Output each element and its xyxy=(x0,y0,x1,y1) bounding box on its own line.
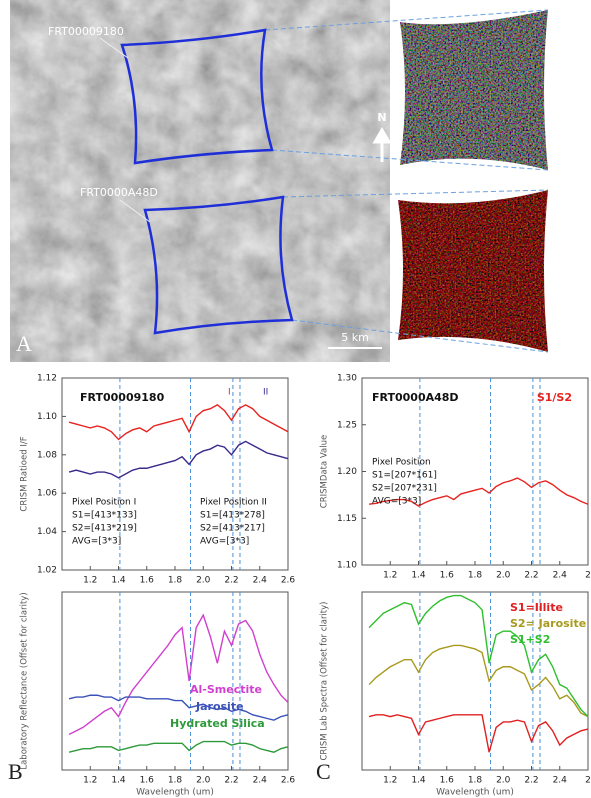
north-label: N xyxy=(377,111,386,124)
x-tick-label: 2.4 xyxy=(553,776,568,786)
x-tick-label: 2 xyxy=(585,776,591,786)
page: {"panel_a":{"footprint_1":"FRT00009180",… xyxy=(0,0,591,798)
annotation: AVG=[3*3] xyxy=(72,537,121,547)
legend-entry: S1/S2 xyxy=(537,391,572,404)
legend-entry: S2= Jarosite xyxy=(510,617,586,630)
y-tick-label: 1.04 xyxy=(37,527,57,537)
annotation: I xyxy=(228,388,231,398)
x-tick-label: 1.8 xyxy=(468,776,483,786)
panel-label: A xyxy=(16,331,32,356)
x-tick-label: 2.2 xyxy=(224,576,238,586)
x-tick-label: 2.6 xyxy=(281,776,296,786)
chart: 1.2 1.4 1.6 1.8 2.0 2.2 2.4 2 1.10 1.15 1.20 1.25 1.… xyxy=(320,374,591,581)
x-tick-label: 1.4 xyxy=(111,776,126,786)
y-tick-label: 1.10 xyxy=(337,561,357,571)
x-axis-label: Wavelength (um) xyxy=(136,788,214,798)
y-tick-label: 1.20 xyxy=(337,467,357,477)
satellite-image xyxy=(10,0,390,362)
legend-entry: Hydrated Silica xyxy=(170,717,265,730)
annotation: AVG=[3*3] xyxy=(372,497,421,507)
x-tick-label: 2.0 xyxy=(496,571,511,581)
chart: 1.2 1.4 1.6 1.8 2.0 2.2 2.4 2 CRISM Lab Spectra … xyxy=(320,592,591,798)
footprint-label: FRT0000A48D xyxy=(80,186,158,199)
x-tick-label: 2.0 xyxy=(196,776,211,786)
x-tick-label: 1.4 xyxy=(411,571,426,581)
annotation: AVG=[3*3] xyxy=(200,537,249,547)
x-tick-label: 1.2 xyxy=(83,576,97,586)
spectral-map-1 xyxy=(398,5,550,175)
spectrum-line xyxy=(369,715,588,752)
x-tick-label: 1.4 xyxy=(411,776,426,786)
legend-entry: S1=Illite xyxy=(510,601,563,614)
annotation: II xyxy=(263,388,268,398)
x-tick-label: 2.2 xyxy=(224,776,238,786)
spectrum-line xyxy=(369,645,588,716)
footprint-label: FRT00009180 xyxy=(48,25,124,38)
panel-a: FRT00009180 FRT0000A48D N 5 km A xyxy=(10,0,550,362)
annotation: S2=[413*219] xyxy=(72,524,137,534)
y-tick-label: 1.08 xyxy=(37,450,57,460)
y-tick-label: 1.15 xyxy=(337,514,357,524)
y-tick-label: 1.02 xyxy=(37,566,57,576)
y-tick-label: 1.06 xyxy=(37,489,57,499)
x-tick-label: 1.8 xyxy=(168,776,183,786)
x-tick-label: 1.6 xyxy=(140,576,155,586)
x-tick-label: 1.2 xyxy=(383,571,397,581)
x-tick-label: 1.6 xyxy=(440,776,455,786)
annotation: S1=[413*133] xyxy=(72,511,137,521)
x-tick-label: 1.2 xyxy=(383,776,397,786)
x-tick-label: 1.8 xyxy=(168,576,183,586)
x-tick-label: 2.4 xyxy=(253,576,268,586)
scale-label: 5 km xyxy=(341,331,369,344)
annotation: Pixel Position xyxy=(372,458,431,468)
annotation: S2=[207*231] xyxy=(372,484,437,494)
chart: 1.2 1.4 1.6 1.8 2.0 2.2 2.4 2.6 Laboratory Refle… xyxy=(20,592,296,798)
y-axis-label: CRISM Ratioed I/F xyxy=(20,436,30,511)
x-tick-label: 1.6 xyxy=(140,776,155,786)
y-tick-label: 1.10 xyxy=(37,412,57,422)
panel-label: C xyxy=(316,759,331,784)
x-tick-label: 2.2 xyxy=(524,571,538,581)
chart: 1.2 1.4 1.6 1.8 2.0 2.2 2.4 2.6 1.02 1.04 1.06 1.08… xyxy=(20,374,296,586)
annotation: Pixel Position II xyxy=(200,498,267,508)
annotation: S2=[413*217] xyxy=(200,524,265,534)
x-tick-label: 2.4 xyxy=(553,571,568,581)
spectrum-line xyxy=(69,405,288,440)
x-tick-label: 2 xyxy=(585,571,591,581)
x-tick-label: 1.4 xyxy=(111,576,126,586)
legend-entry: S1+S2 xyxy=(510,633,550,646)
y-axis-label: CRISMData Value xyxy=(320,435,330,508)
x-tick-label: 2.4 xyxy=(253,776,268,786)
spectrum-line xyxy=(69,441,288,477)
annotation: S1=[413*278] xyxy=(200,511,265,521)
spectrum-line xyxy=(69,742,288,753)
annotation: FRT00009180 xyxy=(80,391,165,404)
legend-entry: Al-Smectite xyxy=(190,683,262,696)
annotation: S1=[207*161] xyxy=(372,471,437,481)
y-axis-label: Laboratory Reflectance (Offset for clari… xyxy=(20,592,30,769)
x-axis-label: Wavelength (um) xyxy=(436,788,514,798)
figure: FRT00009180 FRT0000A48D N 5 km A B C 1.2… xyxy=(0,0,591,798)
x-tick-label: 2.0 xyxy=(196,576,211,586)
x-tick-label: 2.2 xyxy=(524,776,538,786)
y-axis-label: CRISM Lab Spectra (Offset for clarity) xyxy=(320,602,330,761)
x-tick-label: 2.0 xyxy=(496,776,511,786)
annotation: Pixel Position I xyxy=(72,498,136,508)
y-tick-label: 1.30 xyxy=(337,374,357,384)
y-tick-label: 1.25 xyxy=(337,420,357,430)
x-tick-label: 1.2 xyxy=(83,776,97,786)
x-tick-label: 2.6 xyxy=(281,576,296,586)
annotation: FRT0000A48D xyxy=(372,391,459,404)
x-tick-label: 1.6 xyxy=(440,571,455,581)
legend-entry: Jarosite xyxy=(195,700,244,713)
x-tick-label: 1.8 xyxy=(468,571,483,581)
y-tick-label: 1.12 xyxy=(37,374,57,384)
spectral-map-2 xyxy=(396,188,550,354)
